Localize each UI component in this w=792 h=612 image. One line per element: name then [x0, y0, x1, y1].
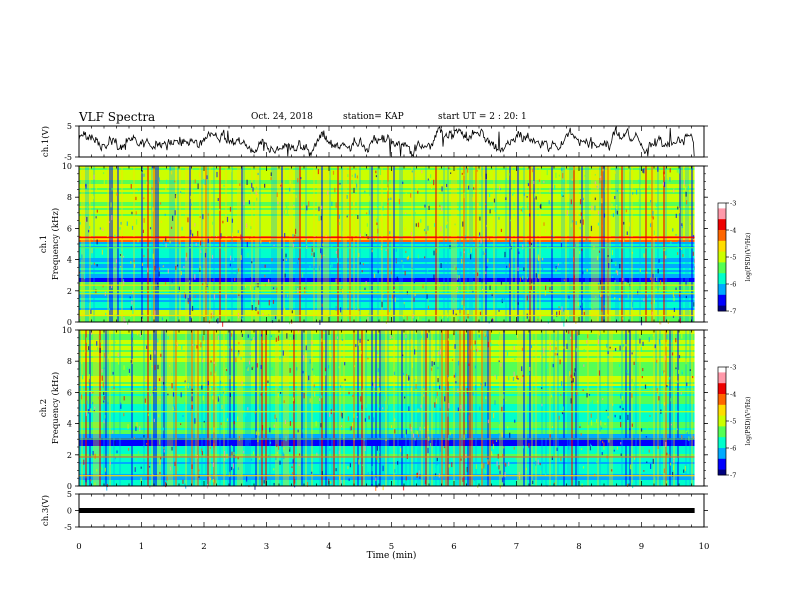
ch1-waveform-trace	[78, 125, 695, 158]
x-tick-label: 8	[576, 542, 581, 552]
x-axis-label: Time (min)	[367, 550, 417, 561]
y-tick-label: 6	[67, 388, 72, 397]
station-label: station= KAP	[343, 112, 404, 122]
x-tick-label: 3	[264, 542, 269, 552]
ch1-spectrogram	[79, 166, 704, 327]
colorbar-tick-label: -6	[730, 281, 736, 289]
y-tick-label: 0	[67, 507, 72, 516]
x-tick-label: 6	[451, 542, 456, 552]
x-tick-label: 4	[326, 542, 331, 552]
colorbar-tick-label: -7	[730, 308, 736, 316]
ch3-waveform-ylabel: ch.3(V)	[40, 495, 51, 526]
y-tick-label: 5	[67, 490, 72, 499]
ch1-waveform-ylabel: ch.1(V)	[40, 126, 51, 157]
x-tick-label: 9	[639, 542, 644, 552]
start-time-label: start UT = 2 : 20: 1	[438, 112, 527, 122]
colorbar-tick-label: -3	[730, 364, 736, 372]
colorbar-tick-label: -4	[730, 227, 736, 235]
ch1-channel-label: ch.1	[39, 235, 49, 253]
ch2-channel-label: ch.2	[39, 399, 49, 417]
colorbar-tick-label: -3	[730, 200, 736, 208]
y-tick-label: 8	[67, 193, 72, 202]
y-tick-label: -5	[64, 153, 72, 162]
ch1-colorbar	[718, 203, 726, 312]
ch2-colorbar	[718, 367, 726, 476]
axes-layer	[75, 125, 729, 528]
date-label: Oct. 24, 2018	[251, 112, 313, 122]
y-tick-label: 4	[67, 256, 72, 265]
y-tick-label: 0	[67, 482, 72, 491]
x-tick-label: 0	[76, 542, 81, 552]
ch2-spectrogram	[79, 330, 704, 491]
trace-layer	[78, 125, 695, 513]
y-tick-label: 2	[67, 451, 72, 460]
figure-title: VLF Spectra	[79, 110, 156, 124]
x-tick-label: 7	[514, 542, 519, 552]
y-tick-label: 0	[67, 318, 72, 327]
y-tick-label: 4	[67, 420, 72, 429]
colorbar-tick-label: -7	[730, 472, 736, 480]
colorbar-tick-label: -5	[730, 418, 736, 426]
colorbar-tick-label: -5	[730, 254, 736, 262]
ch3-waveform-trace	[79, 508, 695, 513]
x-tick-label: 10	[699, 542, 710, 552]
y-tick-label: 10	[62, 326, 72, 335]
spectrogram-layer	[79, 166, 726, 491]
y-tick-label: 5	[67, 122, 72, 131]
x-tick-label: 5	[389, 542, 394, 552]
y-tick-label: 6	[67, 224, 72, 233]
ch1-colorbar-label: log(PSD)(V²/Hz)	[745, 233, 752, 282]
y-tick-label: 10	[62, 162, 72, 171]
colorbar-tick-label: -6	[730, 445, 736, 453]
ch1-spectrogram-ylabel: Frequency (kHz)	[50, 208, 61, 280]
ch2-colorbar-label: log(PSD)(V²/Hz)	[745, 397, 752, 446]
x-tick-label: 2	[201, 542, 206, 552]
y-tick-label: 2	[67, 287, 72, 296]
x-tick-label: 1	[139, 542, 144, 552]
y-tick-label: 8	[67, 357, 72, 366]
y-tick-label: -5	[64, 523, 72, 532]
colorbar-tick-label: -4	[730, 391, 736, 399]
ch2-spectrogram-ylabel: Frequency (kHz)	[50, 372, 61, 444]
